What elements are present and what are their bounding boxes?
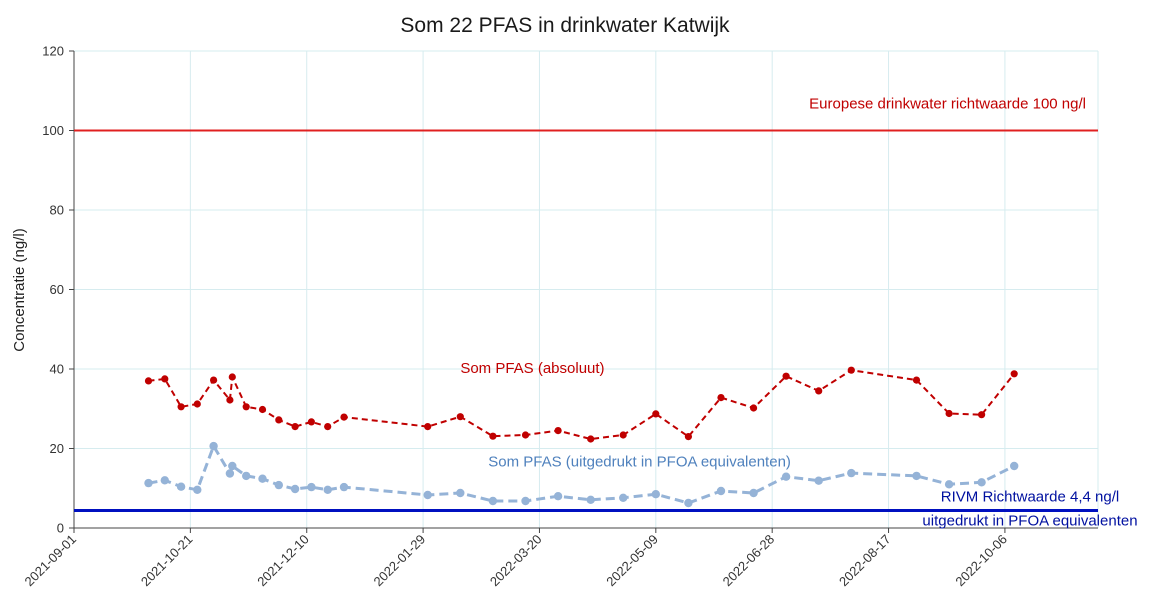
- x-tick-label: 2021-10-21: [138, 532, 196, 590]
- x-tick-label: 2022-10-06: [952, 532, 1010, 590]
- data-point: [1010, 370, 1018, 378]
- y-tick-label: 40: [50, 362, 64, 377]
- x-tick-label: 2021-09-01: [21, 532, 79, 590]
- data-point: [944, 480, 954, 489]
- series-label: Som PFAS (uitgedrukt in PFOA equivalente…: [488, 453, 791, 470]
- data-point: [160, 476, 169, 485]
- data-point: [258, 474, 267, 483]
- data-point: [554, 427, 562, 435]
- data-point: [177, 403, 185, 411]
- data-point: [651, 490, 660, 499]
- reference-line-label: Europese drinkwater richtwaarde 100 ng/l: [809, 96, 1086, 113]
- reference-line-label: uitgedrukt in PFOA equivalenten: [922, 513, 1137, 530]
- data-point: [228, 461, 237, 471]
- data-point: [619, 493, 628, 502]
- data-point: [488, 496, 498, 506]
- x-tick-label: 2022-05-09: [603, 532, 661, 590]
- data-point: [684, 498, 693, 508]
- y-tick-label: 80: [50, 203, 64, 218]
- data-point: [209, 441, 218, 451]
- data-point: [228, 373, 236, 381]
- data-point: [1010, 461, 1019, 471]
- data-point: [586, 495, 595, 504]
- chart-title: Som 22 PFAS in drinkwater Katwijk: [400, 14, 730, 37]
- data-point: [226, 396, 234, 404]
- data-point: [456, 488, 465, 498]
- data-point: [587, 435, 595, 443]
- data-point: [340, 413, 348, 421]
- data-point: [912, 376, 921, 384]
- data-point: [456, 413, 464, 421]
- series-line: [148, 369, 1015, 440]
- data-point: [258, 405, 267, 414]
- data-point: [324, 423, 332, 431]
- data-point: [717, 394, 725, 402]
- data-point: [307, 482, 316, 492]
- series: [144, 366, 1019, 508]
- data-point: [225, 469, 235, 478]
- data-point: [978, 411, 986, 419]
- x-tick-label: 2022-01-29: [371, 532, 429, 590]
- data-point: [274, 480, 283, 490]
- data-point: [815, 387, 823, 395]
- data-point: [716, 486, 726, 496]
- data-point: [275, 416, 283, 424]
- y-tick-label: 20: [50, 441, 64, 456]
- data-point: [847, 468, 856, 478]
- data-point: [424, 423, 432, 431]
- data-point: [193, 400, 201, 408]
- data-point: [782, 372, 790, 380]
- data-point: [619, 431, 627, 439]
- data-point: [553, 492, 563, 501]
- data-point: [161, 375, 169, 383]
- data-point: [339, 482, 349, 492]
- data-point: [912, 471, 921, 481]
- data-point: [652, 410, 660, 418]
- reference-lines: Europese drinkwater richtwaarde 100 ng/l…: [74, 96, 1138, 530]
- data-point: [781, 472, 791, 481]
- data-point: [307, 418, 315, 426]
- data-point: [210, 376, 218, 384]
- data-point: [684, 433, 693, 441]
- data-point: [242, 471, 251, 481]
- data-point: [750, 404, 758, 412]
- y-tick-label: 60: [50, 282, 64, 297]
- data-point: [290, 484, 300, 494]
- x-tick-label: 2021-12-10: [254, 532, 312, 590]
- y-axis-label: Concentratie (ng/l): [11, 228, 28, 351]
- x-tick-label: 2022-06-28: [720, 532, 778, 590]
- data-point: [521, 431, 530, 439]
- data-point: [814, 476, 823, 485]
- data-point: [323, 485, 332, 494]
- annotations: Som PFAS (absoluut) Som PFAS (uitgedrukt …: [460, 360, 791, 470]
- data-point: [945, 409, 953, 418]
- data-point: [847, 366, 855, 374]
- data-point: [977, 478, 986, 487]
- y-tick-label: 100: [42, 123, 64, 138]
- data-point: [749, 488, 758, 498]
- data-point: [193, 485, 202, 494]
- data-point: [144, 377, 153, 385]
- x-tick-label: 2022-03-20: [487, 532, 545, 590]
- data-point: [423, 490, 432, 500]
- data-point: [176, 482, 186, 491]
- axes: 0 20 40 60 80 100 120 2021-09-01 2021-10-21 2021-…: [21, 44, 1098, 590]
- data-point: [489, 432, 497, 440]
- data-point: [291, 423, 299, 431]
- x-tick-label: 2022-08-17: [836, 532, 894, 590]
- data-point: [521, 496, 530, 506]
- y-tick-label: 120: [42, 44, 64, 59]
- data-point: [242, 403, 250, 411]
- data-point: [144, 478, 153, 488]
- series-label: Som PFAS (absoluut): [460, 360, 604, 377]
- y-tick-label: 0: [57, 521, 64, 536]
- reference-line-label: RIVM Richtwaarde 4,4 ng/l: [941, 489, 1119, 506]
